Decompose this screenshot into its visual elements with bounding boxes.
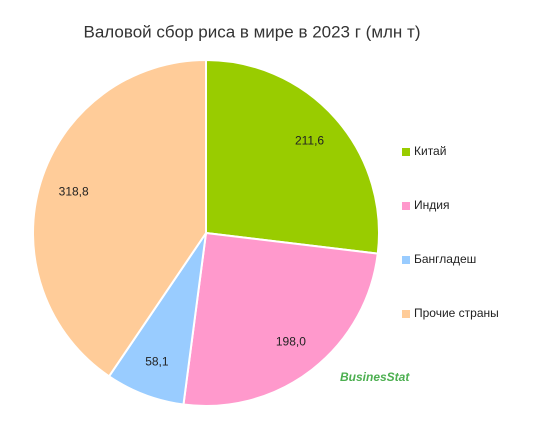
legend-label: Прочие страны [414,306,499,320]
legend-label: Индия [414,198,449,212]
pie-slice [205,58,380,255]
chart-title: Валовой сбор риса в мире в 2023 г (млн т… [84,22,421,41]
pie-slice [182,231,379,407]
data-label: 198,0 [276,334,306,348]
pie-slice [32,58,207,378]
data-label: 211,6 [295,133,324,147]
data-label: 58,1 [145,355,169,369]
legend-swatch [402,148,410,156]
legend-label: Китай [414,144,446,158]
legend-swatch [402,310,410,318]
legend-swatch [402,256,410,264]
data-label: 318,8 [59,185,89,199]
legend-label: Бангладеш [414,252,476,266]
watermark: BusinesStat [340,370,410,384]
legend-swatch [402,202,410,210]
